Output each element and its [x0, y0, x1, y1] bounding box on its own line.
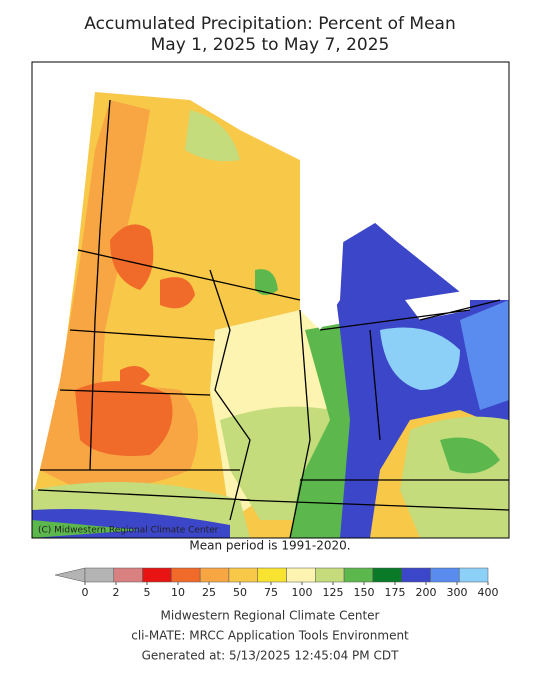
legend-swatch [84, 567, 115, 583]
legend-tick-label: 25 [202, 586, 216, 599]
legend-tick-label: 75 [264, 586, 278, 599]
legend-tick-label: 2 [113, 586, 120, 599]
legend-tick-label: 400 [478, 586, 499, 599]
legend-tick-label: 10 [171, 586, 185, 599]
legend-swatch [401, 567, 431, 583]
legend-swatch [142, 567, 172, 583]
legend-tick-label: 125 [323, 586, 344, 599]
copyright: (C) Midwestern Regional Climate Center [38, 526, 219, 536]
legend-tick-label: 100 [292, 586, 313, 599]
legend-swatch [372, 567, 402, 583]
legend-tick-label: 200 [416, 586, 437, 599]
legend-swatch [430, 567, 460, 583]
legend-swatch [257, 567, 287, 583]
legend-swatch [113, 567, 143, 583]
legend-swatch [228, 567, 258, 583]
legend-swatch [286, 567, 316, 583]
legend-swatch [199, 567, 230, 583]
legend-swatch [315, 567, 345, 583]
legend-tick-label: 175 [385, 586, 406, 599]
footer-line: Generated at: 5/13/2025 12:45:04 PM CDT [142, 649, 399, 663]
map-title: Accumulated Precipitation: Percent of Me… [84, 14, 455, 34]
mean-period-note: Mean period is 1991-2020. [189, 539, 350, 553]
legend-swatch [458, 567, 489, 583]
legend-tick-label: 300 [447, 586, 468, 599]
footer-line: Midwestern Regional Climate Center [161, 609, 380, 623]
legend-tick-label: 150 [354, 586, 375, 599]
map-subtitle: May 1, 2025 to May 7, 2025 [151, 35, 390, 55]
legend: 0 2 5 10 25 50 75 100 125 150 175 200 300 400 [54, 567, 499, 599]
legend-tick-label: 50 [233, 586, 247, 599]
legend-tick-label: 5 [144, 586, 151, 599]
map: (C) Midwestern Regional Climate Center [31, 61, 510, 539]
legend-arrow [54, 567, 86, 583]
legend-tick-label: 0 [82, 586, 89, 599]
legend-swatch [171, 567, 201, 583]
legend-swatch [343, 567, 374, 583]
footer-line: cli-MATE: MRCC Application Tools Environ… [131, 629, 409, 643]
